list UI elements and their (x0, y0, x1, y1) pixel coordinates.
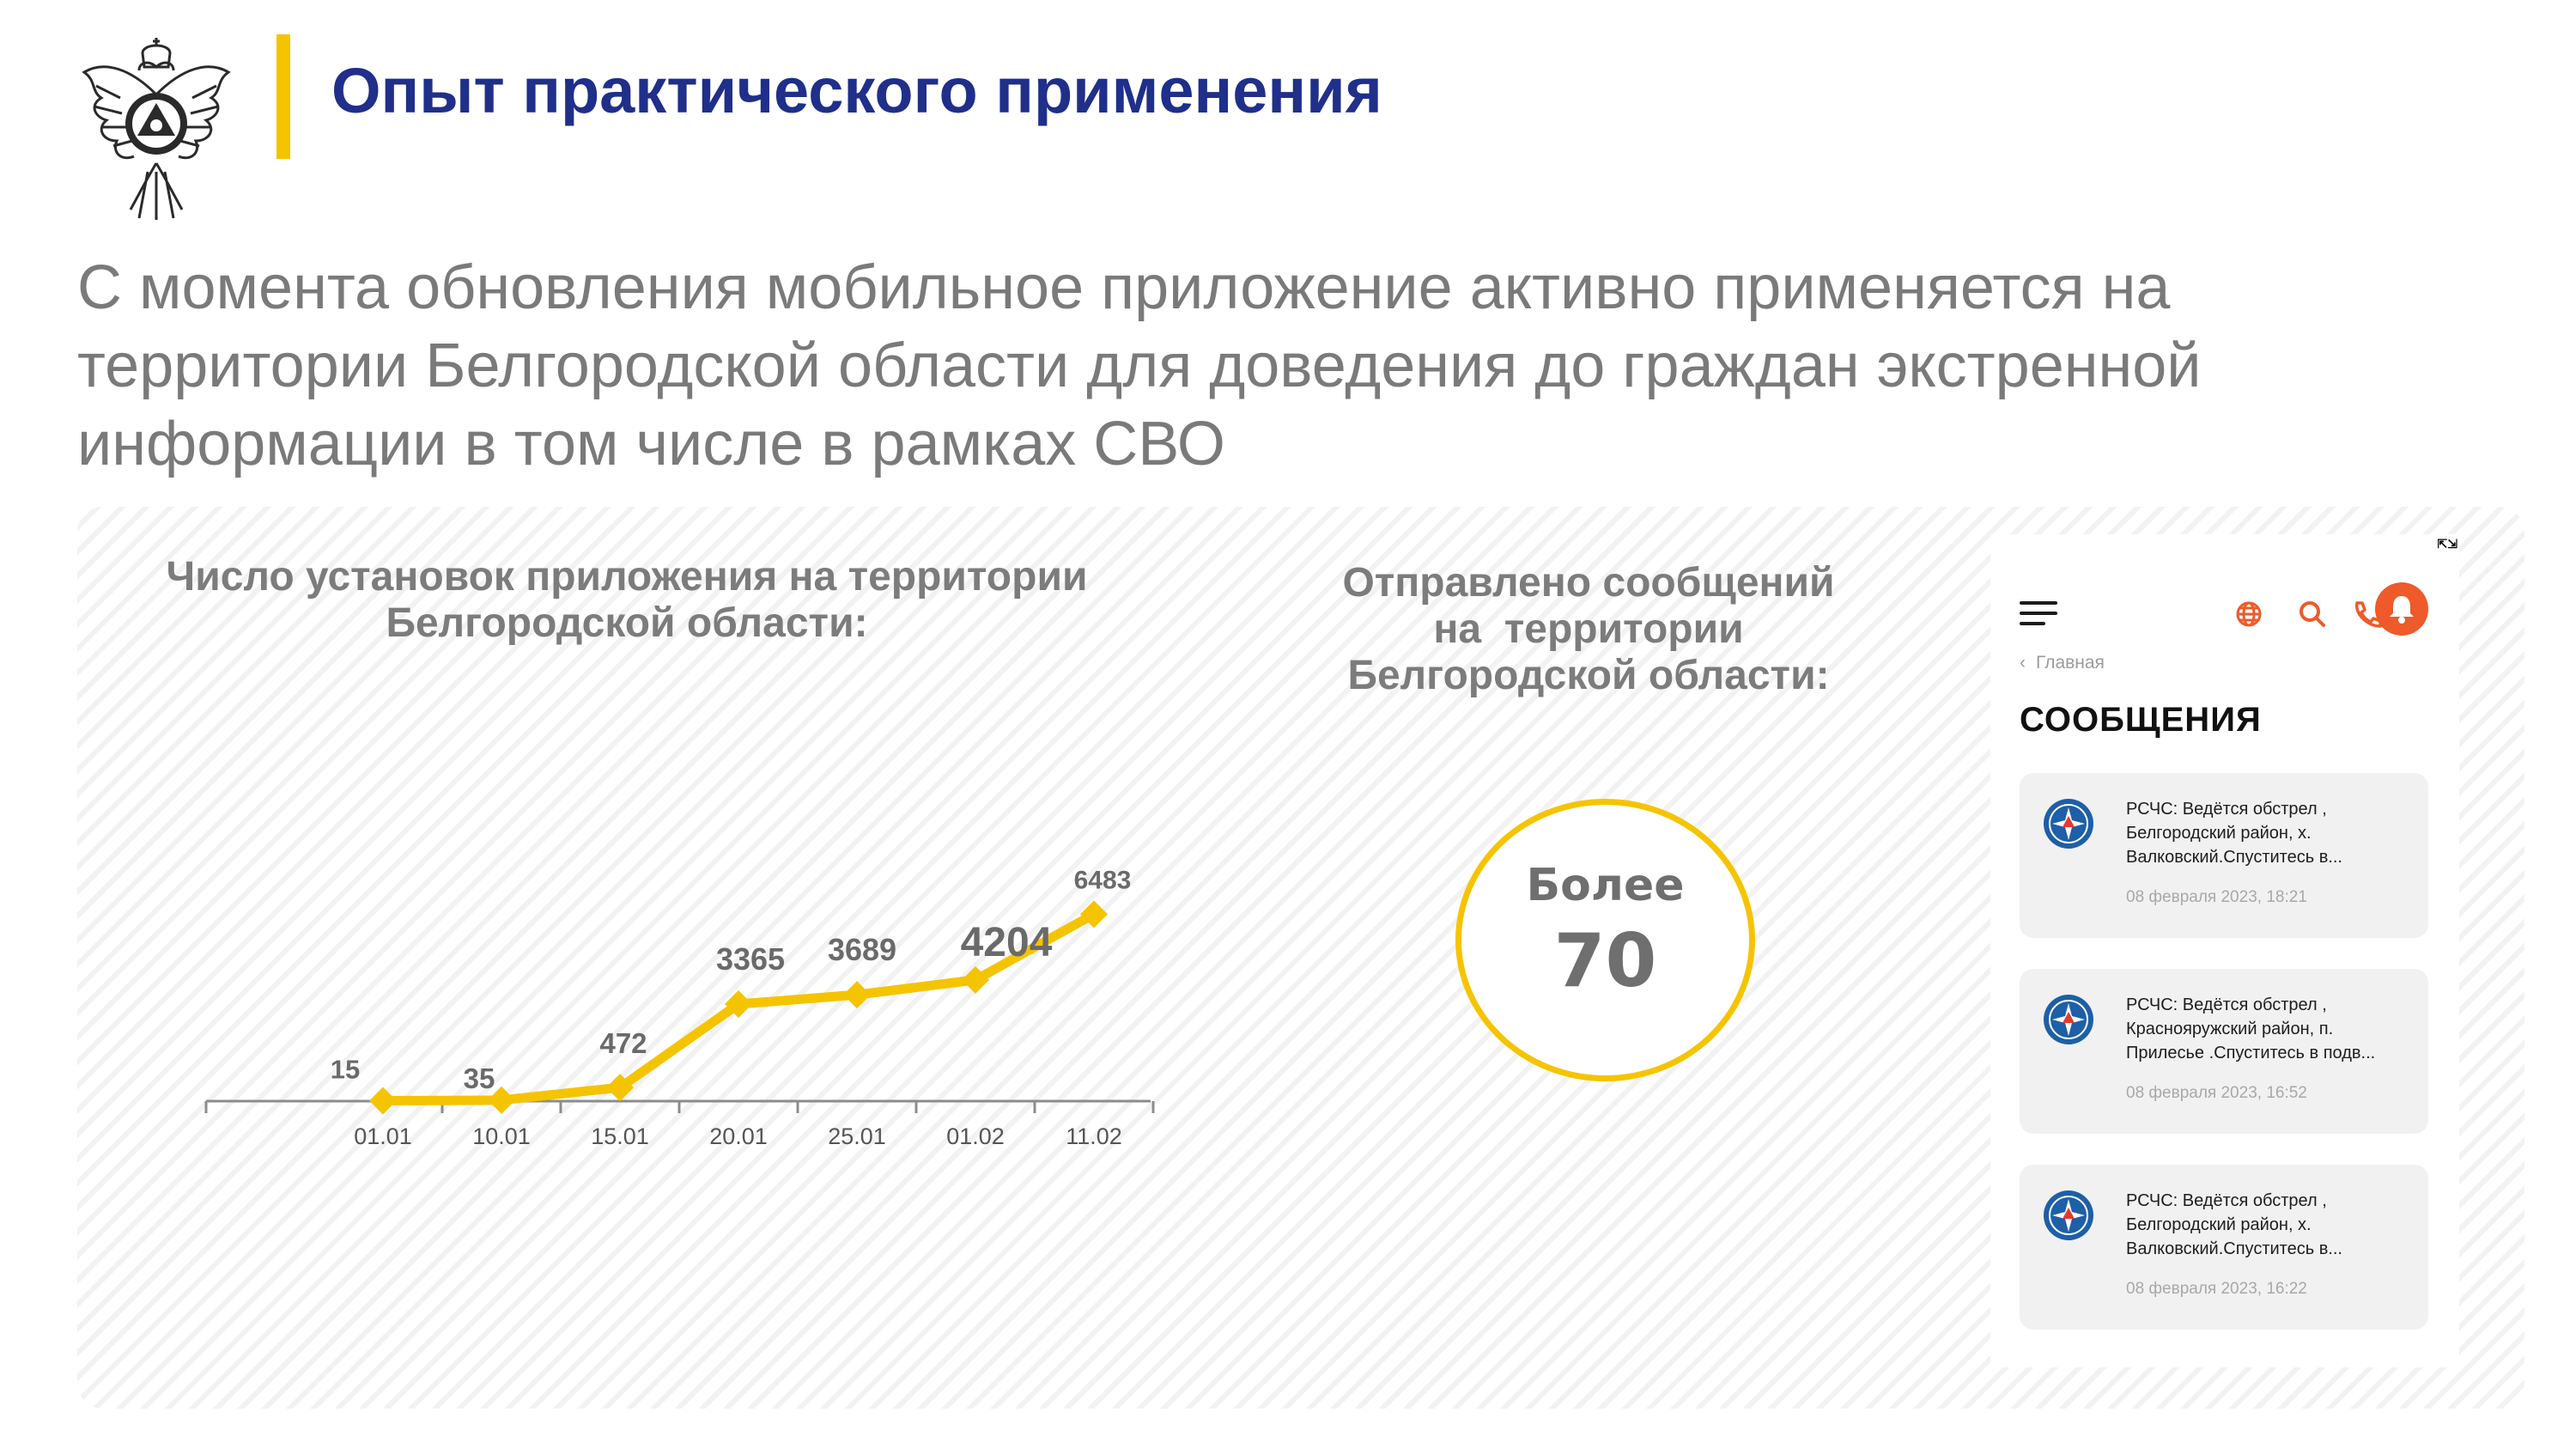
globe-icon[interactable] (2227, 593, 2270, 636)
data-point (843, 981, 871, 1009)
messages-stat-title-line-1: Отправлено сообщений (1342, 560, 1835, 606)
phone-icon[interactable] (2344, 593, 2387, 636)
data-point (488, 1086, 515, 1114)
emblem-logo (82, 38, 231, 220)
chart-title-line-1: Число установок приложения на территории (166, 554, 1088, 600)
data-point (1080, 900, 1108, 928)
data-point (606, 1074, 634, 1102)
messages-stat-title-line-3: Белгородской области: (1347, 653, 1830, 698)
x-tick-label: 01.02 (946, 1123, 1005, 1149)
search-icon[interactable] (2291, 593, 2334, 636)
message-date: 08 февраля 2023, 16:22 (2126, 1280, 2307, 1298)
app-screenshot: ⇱⇲ ‹ Главная СООБЩЕНИЯ РСЧС: Ведётся обст… (1990, 534, 2459, 1367)
messages-stat-title: Отправлено сообщений на территории Белго… (1236, 560, 1941, 699)
data-label: 6483 (1074, 866, 1132, 894)
messages-count-circle: Более 70 (1455, 799, 1755, 1081)
message-card[interactable]: РСЧС: Ведётся обстрел , Белгородский рай… (2020, 1165, 2428, 1330)
title-accent-bar (276, 34, 290, 159)
breadcrumb-label: Главная (2036, 653, 2105, 673)
data-label: 472 (599, 1027, 647, 1059)
data-label: 35 (464, 1062, 495, 1094)
x-tick-label: 20.01 (709, 1123, 768, 1149)
data-label: 3689 (828, 932, 896, 967)
emergency-emblem-icon (2044, 1190, 2093, 1240)
message-date: 08 февраля 2023, 16:52 (2126, 1084, 2307, 1102)
x-tick-label: 10.01 (472, 1123, 531, 1149)
message-text: РСЧС: Ведётся обстрел , Белгородский рай… (2126, 800, 2342, 867)
message-date: 08 февраля 2023, 18:21 (2126, 888, 2307, 906)
bell-icon[interactable] (2375, 582, 2428, 636)
emergency-emblem-icon (2044, 995, 2093, 1044)
x-tick-label: 15.01 (591, 1123, 649, 1149)
messages-stat-title-line-2: на территории (1433, 606, 1744, 652)
messages-count-prefix: Более (1526, 860, 1685, 911)
messages-count-value: 70 (1553, 918, 1657, 1004)
message-text: РСЧС: Ведётся обстрел , Краснояружский р… (2126, 995, 2376, 1062)
chart-title-line-2: Белгородской области: (386, 600, 868, 646)
message-text: РСЧС: Ведётся обстрел , Белгородский рай… (2126, 1191, 2342, 1258)
x-tick-label: 01.01 (354, 1123, 412, 1149)
data-label: 3365 (716, 941, 785, 977)
emergency-emblem-icon (2044, 799, 2093, 849)
chevron-left-icon: ‹ (2020, 653, 2026, 673)
status-indicator-icon: ⇱⇲ (2437, 537, 2458, 551)
data-label: 15 (331, 1054, 360, 1084)
data-label: 4204 (961, 920, 1053, 965)
messages-section-title: СООБЩЕНИЯ (2020, 701, 2262, 739)
messages-list: РСЧС: Ведётся обстрел , Белгородский рай… (2020, 773, 2428, 1361)
x-tick-label: 25.01 (828, 1123, 886, 1149)
chart-title: Число установок приложения на территории… (112, 554, 1142, 647)
lead-paragraph: С момента обновления мобильное приложени… (77, 253, 2202, 478)
data-point (725, 990, 752, 1019)
menu-icon[interactable] (2020, 601, 2057, 625)
message-card[interactable]: РСЧС: Ведётся обстрел , Белгородский рай… (2020, 773, 2428, 938)
data-point (962, 965, 989, 994)
data-point (369, 1087, 397, 1115)
page-title: Опыт практического применения (331, 55, 1382, 126)
message-card[interactable]: РСЧС: Ведётся обстрел , Краснояружский р… (2020, 969, 2428, 1134)
breadcrumb[interactable]: ‹ Главная (2020, 653, 2105, 673)
x-tick-label: 11.02 (1066, 1123, 1122, 1149)
